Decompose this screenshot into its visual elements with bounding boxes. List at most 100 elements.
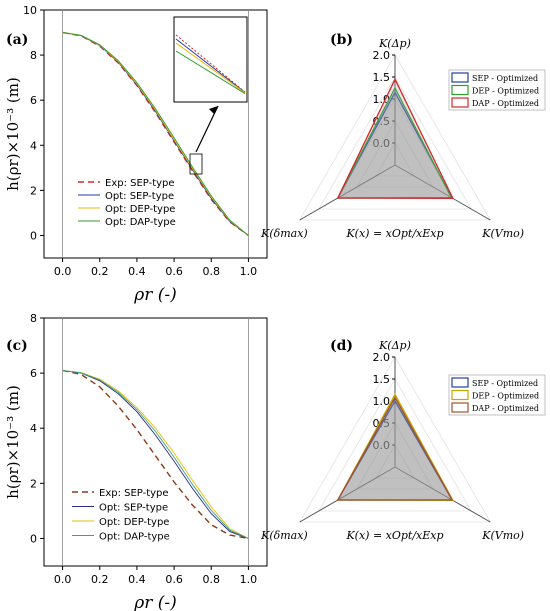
radar-legend-label-2: DEP - Optimized <box>472 87 539 96</box>
y-tick-label: 8 <box>30 312 37 325</box>
x-tick-label: 0.0 <box>54 573 72 586</box>
x-tick-label: 1.0 <box>240 265 258 278</box>
radar-grid-ring <box>318 76 472 210</box>
series-line-4 <box>62 369 249 539</box>
radar-legend-swatch-2 <box>451 389 469 401</box>
series-line-3 <box>62 369 249 539</box>
radar-grid-ring <box>299 54 491 221</box>
radar-axis-label-vmo: K(Vmo) <box>481 529 524 542</box>
radar-tick-label: 1.0 <box>373 93 391 106</box>
panel-d-radar-chart: 0.00.51.01.52.0K(Δp)K(Vmo)K(δmax) K(x) = … <box>260 339 546 542</box>
legend-label-1: Exp: SEP-type <box>105 178 175 189</box>
radar-legend-label-1: SEP - Optimized <box>472 74 538 83</box>
radar-spoke-3 <box>299 164 396 221</box>
radar-spoke-3 <box>299 466 396 523</box>
radar-legend-swatch-2 <box>451 84 469 96</box>
legend-label-4: Opt: DAP-type <box>99 532 170 543</box>
radar-axis-label-dp: K(Δp) <box>378 37 411 50</box>
radar-axis-label-dmax: K(δmax) <box>260 227 308 240</box>
panel-label-a: (a) <box>6 32 28 48</box>
y-tick-label: 0 <box>30 532 37 545</box>
legend-label-1: Exp: SEP-type <box>99 488 169 499</box>
radar-tick-label: 1.5 <box>373 373 391 386</box>
y-axis-label: h(ρr)×10⁻³ (m) <box>4 77 22 191</box>
radar-tick-label: 0.0 <box>373 439 391 452</box>
inset-series-2 <box>175 38 246 93</box>
radar-axis-label-dmax: K(δmax) <box>260 529 308 542</box>
legend-label-2: Opt: SEP-type <box>105 191 174 202</box>
radar-legend-label-2: DEP - Optimized <box>472 392 539 401</box>
series-line-1 <box>62 369 249 540</box>
radar-legend-swatch-1 <box>451 72 469 83</box>
y-tick-label: 10 <box>23 4 37 17</box>
panel-label-c: (c) <box>6 338 28 354</box>
x-tick-label: 0.2 <box>91 265 109 278</box>
x-tick-label: 0.2 <box>91 573 109 586</box>
legend-label-3: Opt: DEP-type <box>105 204 175 215</box>
x-tick-label: 0.4 <box>128 573 146 586</box>
radar-tick-label: 1.0 <box>373 395 391 408</box>
radar-axis-label-dp: K(Δp) <box>378 339 411 352</box>
x-axis-label: ρr (-) <box>133 285 177 305</box>
inset-series-1 <box>175 34 246 93</box>
y-tick-label: 2 <box>30 477 37 490</box>
radar-spoke-2 <box>394 164 491 221</box>
zoom-arrow-head <box>209 106 218 114</box>
panel-label-b: (b) <box>330 32 353 48</box>
zoom-arrow-line <box>195 105 219 153</box>
radar-grid-ring <box>356 120 434 188</box>
radar-grid-ring <box>356 422 434 490</box>
radar-series-3 <box>336 396 454 501</box>
x-tick-label: 1.0 <box>240 573 258 586</box>
radar-tick-label: 0.0 <box>373 137 391 150</box>
y-tick-label: 2 <box>30 184 37 197</box>
radar-legend-swatch-3 <box>451 97 469 108</box>
radar-formula: K(x) = xOpt/xExp <box>345 529 443 542</box>
zoom-inset-frame <box>173 16 248 103</box>
panel-a-line-chart: 0.0 0.2 0.4 0.6 0.8 1.0 0 2 4 6 8 10 h(ρr)×10⁻³ (m) ρ… <box>4 4 268 305</box>
legend-label-2: Opt: SEP-type <box>99 503 168 514</box>
radar-grid-ring <box>375 142 415 177</box>
panel-b-radar-chart: 0.00.51.01.52.0K(Δp)K(Vmo)K(δmax) K(x) = … <box>260 37 546 240</box>
radar-legend-swatch-1 <box>451 377 469 388</box>
radar-grid-ring <box>375 444 415 479</box>
radar-legend-swatch-3 <box>451 402 469 413</box>
y-axis-label: h(ρr)×10⁻³ (m) <box>4 385 22 499</box>
y-tick-label: 8 <box>30 49 37 62</box>
x-tick-label: 0.6 <box>165 573 183 586</box>
y-tick-label: 6 <box>30 94 37 107</box>
y-tick-label: 0 <box>30 229 37 242</box>
radar-series-3 <box>336 77 454 200</box>
radar-legend-label-3: DAP - Optimized <box>472 99 539 108</box>
series-line-2 <box>62 369 249 539</box>
x-tick-label: 0.6 <box>165 265 183 278</box>
x-axis-label: ρr (-) <box>133 593 177 611</box>
radar-grid-ring <box>299 356 491 523</box>
radar-axis-label-vmo: K(Vmo) <box>481 227 524 240</box>
plot-frame <box>43 9 268 259</box>
radar-legend-label-3: DAP - Optimized <box>472 404 539 413</box>
radar-grid-ring <box>318 378 472 512</box>
radar-tick-label: 1.5 <box>373 71 391 84</box>
series-line-4 <box>62 32 249 236</box>
x-tick-label: 0.4 <box>128 265 146 278</box>
radar-legend-label-1: SEP - Optimized <box>472 379 538 388</box>
x-tick-label: 0.8 <box>203 573 221 586</box>
x-tick-label: 0.0 <box>54 265 72 278</box>
inset-series-4 <box>175 50 246 95</box>
legend-label-4: Opt: DAP-type <box>105 217 176 228</box>
inset-series-3 <box>175 42 246 94</box>
radar-formula: K(x) = xOpt/xExp <box>345 227 443 240</box>
x-tick-label: 0.8 <box>203 265 221 278</box>
panel-c-line-chart: 0.0 0.2 0.4 0.6 0.8 1.0 0 2 4 6 8 h(ρr)×10⁻³ (m) ρr … <box>4 312 268 611</box>
legend-label-3: Opt: DEP-type <box>99 517 169 528</box>
y-tick-label: 4 <box>30 139 37 152</box>
y-tick-label: 6 <box>30 367 37 380</box>
zoom-region-box <box>189 153 203 175</box>
radar-spoke-2 <box>394 466 491 523</box>
y-tick-label: 4 <box>30 422 37 435</box>
plot-frame <box>43 317 268 567</box>
radar-tick-label: 2.0 <box>373 49 391 62</box>
panel-label-d: (d) <box>330 338 353 354</box>
